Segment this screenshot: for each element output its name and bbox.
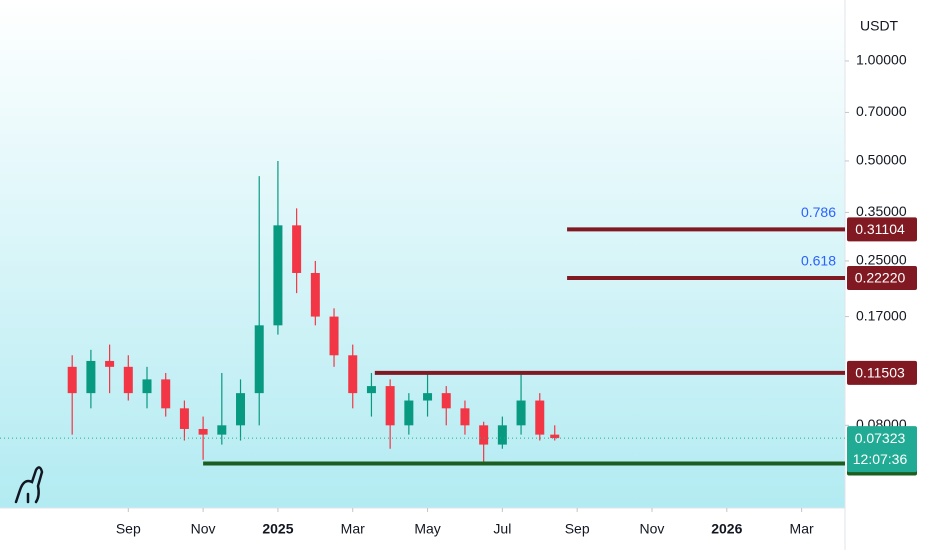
candle-body: [123, 366, 133, 394]
x-tick-label: 2026: [711, 521, 742, 537]
candle-body: [254, 325, 264, 394]
candle-body: [273, 225, 283, 326]
candle-body: [105, 360, 115, 367]
candle-body: [179, 408, 189, 429]
y-tick-label: 0.70000: [856, 103, 907, 119]
price-badge-label: 0.31104: [855, 221, 905, 237]
x-tick-label: Nov: [191, 521, 216, 537]
price-badge: [847, 265, 917, 290]
candle-body: [161, 379, 171, 409]
candle-body: [348, 355, 358, 394]
price-badge-label: 0.11503: [855, 365, 905, 381]
plot-background: [0, 0, 845, 508]
candle-body: [497, 425, 507, 445]
x-tick-label: May: [414, 521, 440, 537]
price-badge: [847, 360, 917, 385]
candle-body: [404, 400, 414, 426]
candle-body: [292, 225, 302, 273]
countdown: 12:07:36: [853, 451, 908, 467]
candle-body: [142, 379, 152, 394]
candle-body: [460, 408, 470, 426]
fib-ratio: 0.618: [801, 253, 836, 269]
candle-body: [516, 400, 526, 426]
candle-body: [67, 366, 77, 394]
candle-body: [329, 316, 339, 356]
candle-body: [86, 360, 96, 394]
fib-ratio: 0.786: [801, 204, 836, 220]
price-badge-label: 0.22220: [855, 270, 906, 286]
candle-body: [550, 434, 560, 439]
y-tick-label: 0.50000: [856, 152, 907, 168]
candle-body: [479, 425, 489, 445]
x-tick-label: Sep: [565, 521, 590, 537]
chart-layer: 1.00000 0.70000 0.50000 0.35000 0.25000 0.170…: [0, 52, 917, 537]
candle-body: [198, 428, 208, 435]
candle-body: [366, 386, 376, 394]
x-tick-label: Mar: [341, 521, 365, 537]
candle-body: [385, 386, 395, 426]
candle-body: [310, 272, 320, 317]
candle-body: [236, 393, 246, 426]
candle-body: [217, 425, 227, 435]
candle-body: [423, 393, 433, 401]
time-axis-background: [0, 508, 845, 550]
last-price-label: 0.07323: [855, 430, 906, 446]
x-tick-label: Jul: [493, 521, 511, 537]
x-tick-label: Sep: [116, 521, 141, 537]
x-tick-label: 2025: [262, 521, 293, 537]
candle-body: [535, 400, 545, 435]
last-price-badge: [847, 426, 917, 473]
price-badge: [847, 217, 917, 242]
y-tick-label: 0.25000: [856, 252, 907, 268]
x-tick-label: Mar: [790, 521, 814, 537]
x-tick-label: Nov: [640, 521, 665, 537]
y-tick-label: 0.17000: [856, 307, 907, 323]
candle-body: [441, 393, 451, 409]
y-tick-label: 0.35000: [856, 203, 907, 219]
logo: [14, 466, 44, 504]
y-tick-label: 1.00000: [856, 52, 907, 68]
currency-label: USDT: [860, 18, 899, 34]
